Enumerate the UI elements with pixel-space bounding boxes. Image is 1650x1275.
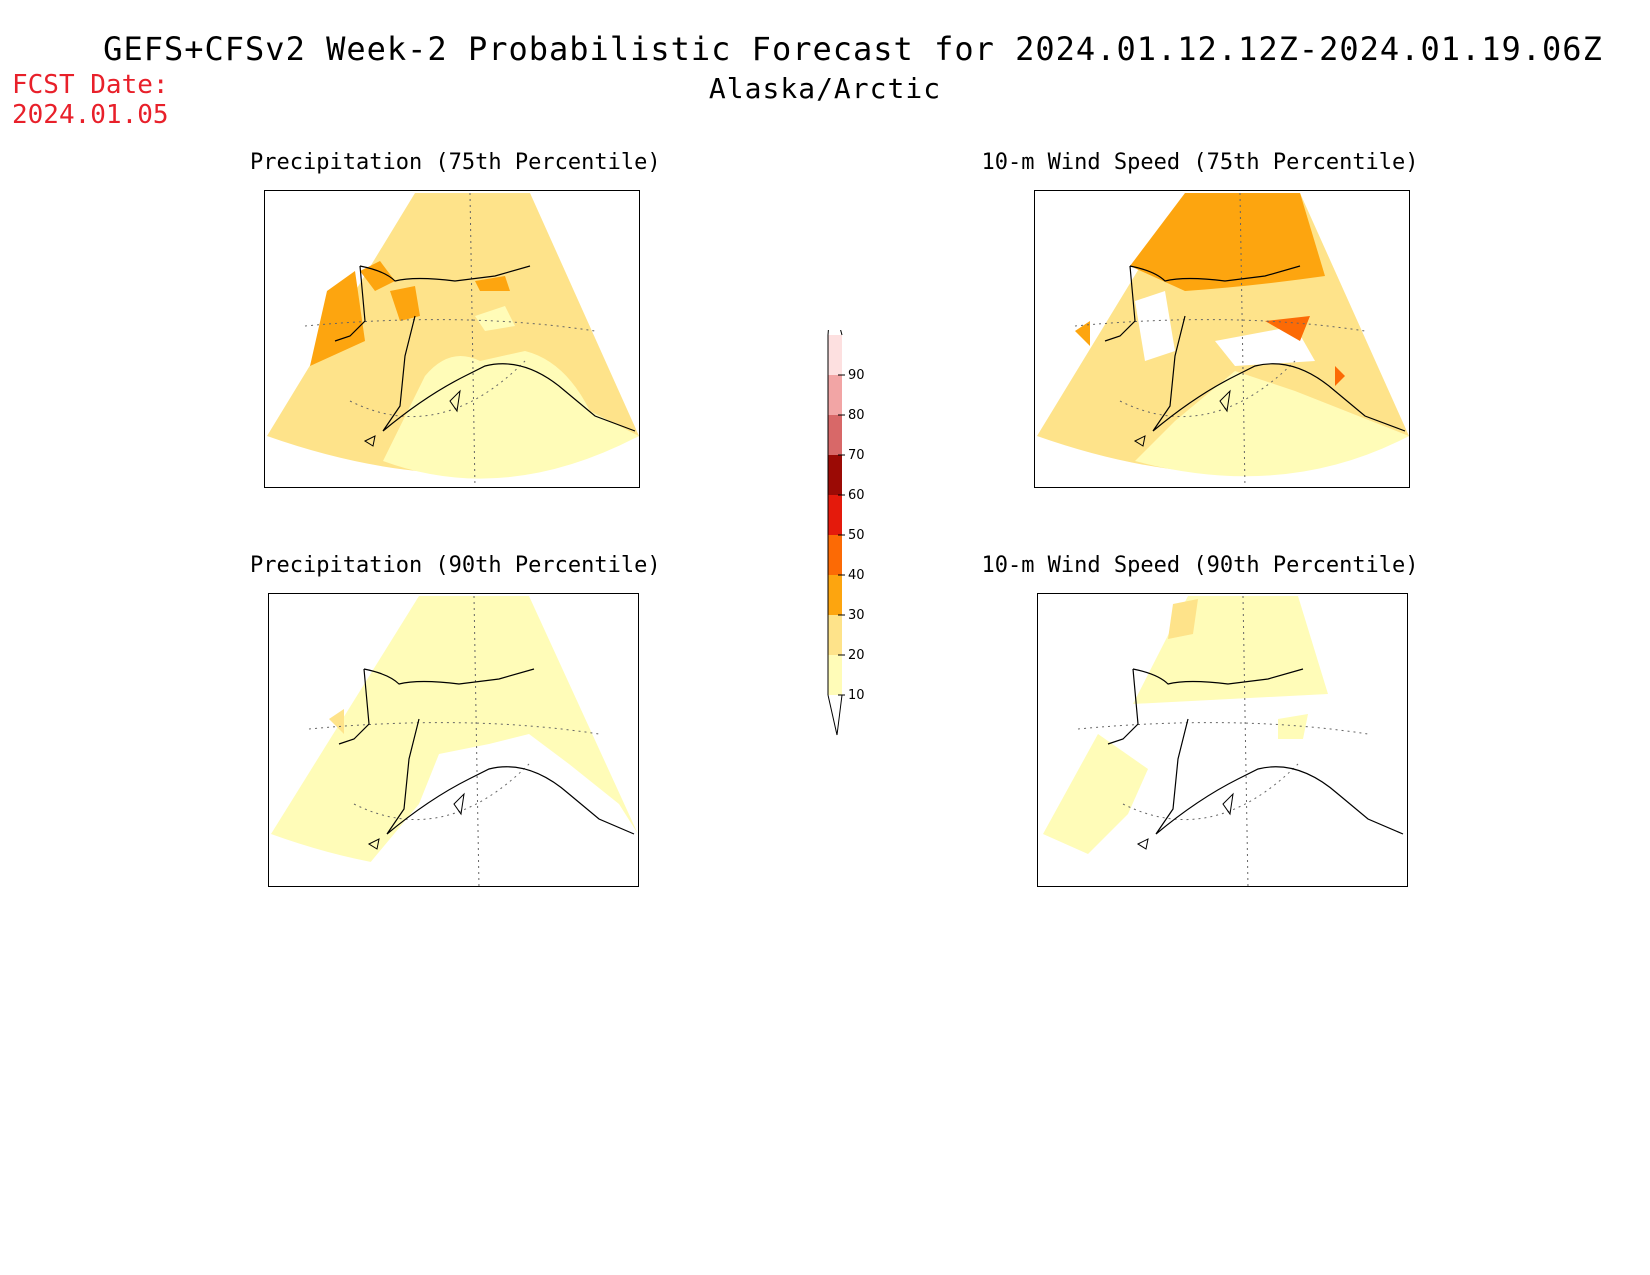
- colorbar-label-70: 70: [848, 448, 865, 463]
- panel-title-wind-90: 10-m Wind Speed (90th Percentile): [981, 553, 1419, 578]
- colorbar: 10 20 30 40 50 60 70 80 90: [827, 330, 865, 736]
- colorbar-segment-2: [828, 575, 842, 615]
- region-subtitle: Alaska/Arctic: [708, 72, 942, 105]
- panel-title-precip-75: Precipitation (75th Percentile): [250, 150, 661, 175]
- map-wind-75-drawing: [1037, 192, 1409, 487]
- map-precip-90-drawing: [271, 595, 638, 886]
- colorbar-label-10: 10: [848, 688, 865, 703]
- colorbar-segment-7: [828, 375, 842, 415]
- colorbar-label-60: 60: [848, 488, 865, 503]
- colorbar-label-40: 40: [848, 568, 865, 583]
- forecast-date-label: FCST Date:: [12, 70, 169, 100]
- map-wind-90: [1037, 593, 1408, 887]
- colorbar-segment-1: [828, 615, 842, 655]
- colorbar-segment-5: [828, 455, 842, 495]
- colorbar-label-20: 20: [848, 648, 865, 663]
- map-wind-75: [1034, 190, 1410, 488]
- colorbar-label-30: 30: [848, 608, 865, 623]
- map-precip-75: [264, 190, 640, 488]
- map-precip-75-drawing: [267, 192, 639, 487]
- colorbar-top-tip: [827, 330, 843, 336]
- colorbar-label-80: 80: [848, 408, 865, 423]
- figure-title: GEFS+CFSv2 Week-2 Probabilistic Forecast…: [0, 30, 1650, 105]
- colorbar-segment-6: [828, 415, 842, 455]
- map-precip-90: [268, 593, 639, 887]
- forecast-date-value: 2024.01.05: [12, 100, 169, 130]
- forecast-title: GEFS+CFSv2 Week-2 Probabilistic Forecast…: [103, 30, 1603, 68]
- colorbar-segment-3: [828, 535, 842, 575]
- panel-title-wind-75: 10-m Wind Speed (75th Percentile): [981, 150, 1419, 175]
- colorbar-label-50: 50: [848, 528, 865, 543]
- colorbar-segment-4: [828, 495, 842, 535]
- map-wind-90-drawing: [1043, 595, 1404, 886]
- colorbar-label-90: 90: [848, 368, 865, 383]
- colorbar-segment-8: [828, 335, 842, 375]
- colorbar-segment-0: [828, 655, 842, 695]
- colorbar-bottom-tip: [827, 694, 843, 736]
- forecast-date-block: FCST Date: 2024.01.05: [12, 70, 169, 130]
- panel-title-precip-90: Precipitation (90th Percentile): [250, 553, 661, 578]
